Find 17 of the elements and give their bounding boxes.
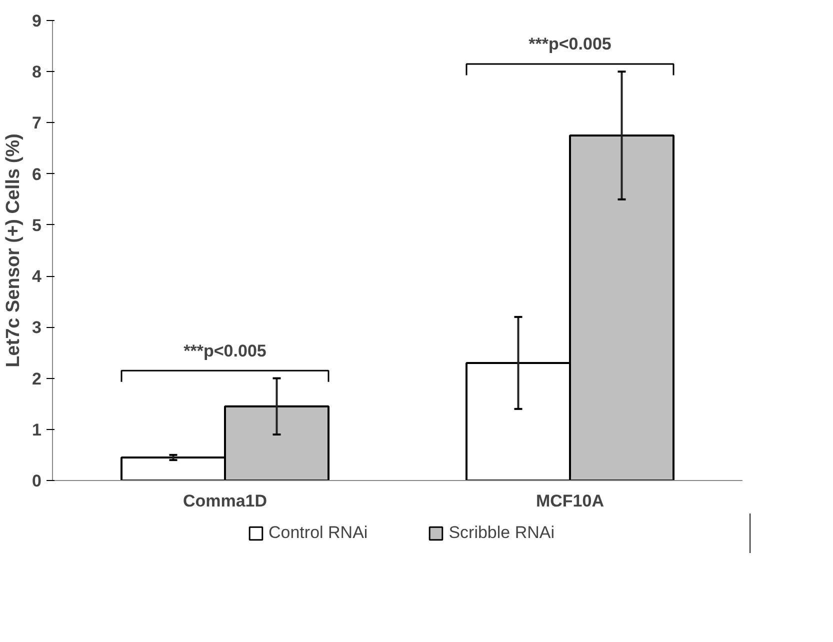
- y-tick-label: 6: [32, 164, 42, 184]
- legend-label: Control RNAi: [268, 523, 368, 543]
- annotation: ***p<0.005: [184, 341, 266, 360]
- legend-label: Scribble RNAi: [448, 523, 555, 543]
- y-tick-label: 1: [32, 420, 42, 440]
- x-tick-label: MCF10A: [536, 492, 604, 510]
- y-tick-label: 0: [32, 472, 42, 490]
- y-tick-label: 4: [32, 267, 42, 286]
- annotation: ***p<0.005: [528, 34, 612, 54]
- y-axis-title: Let7c Sensor (+) Cells (%): [3, 134, 24, 368]
- y-tick-label: 2: [32, 369, 42, 388]
- y-tick-label: 5: [32, 216, 42, 235]
- y-tick-label: 8: [32, 62, 42, 82]
- y-tick-label: 3: [32, 318, 42, 338]
- y-tick-label: 7: [32, 114, 42, 133]
- y-tick-label: 9: [32, 12, 42, 30]
- x-tick-label: Comma1D: [182, 492, 268, 510]
